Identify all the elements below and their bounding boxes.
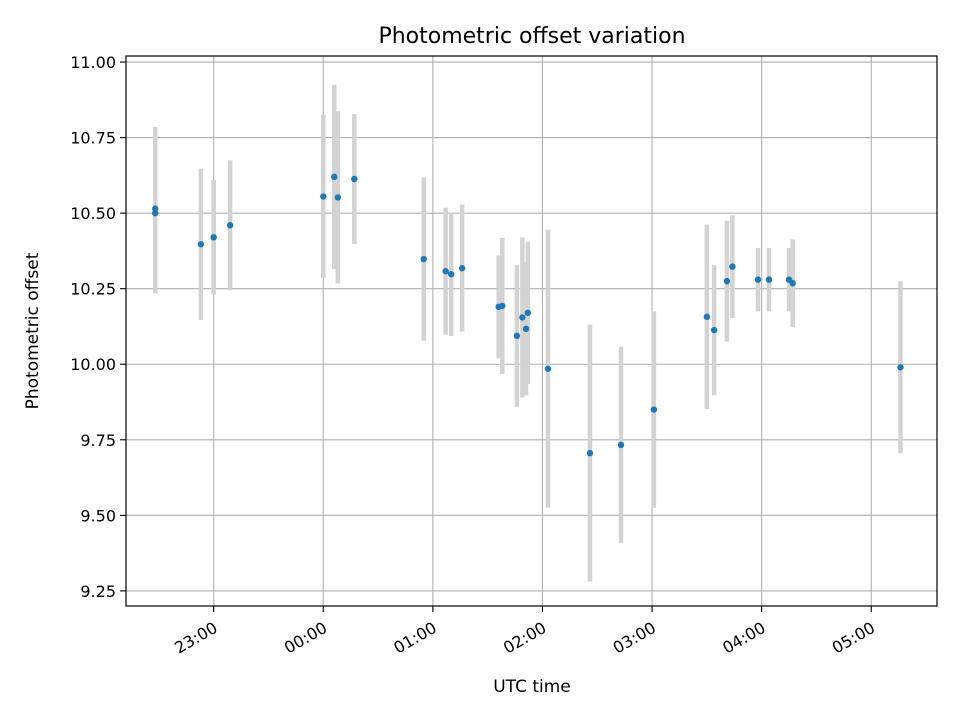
data-point (897, 364, 904, 371)
data-point (710, 326, 718, 334)
chart-title: Photometric offset variation (378, 24, 685, 49)
y-axis-label: Photometric offset (23, 252, 43, 409)
data-point (331, 173, 338, 181)
data-point (513, 332, 521, 340)
plot-frame (125, 55, 938, 607)
data-point (210, 234, 217, 241)
y-axis-ticks: 9.25 9.50 9.75 10.00 10.25 10.50 10.75 11.00 (70, 53, 126, 601)
data-point (152, 209, 159, 217)
data-point (442, 267, 449, 275)
data-point (351, 175, 358, 183)
data-point (499, 302, 506, 310)
data-point (729, 263, 736, 270)
data-point (519, 314, 526, 321)
y-tick-label: 11.00 (70, 53, 116, 72)
y-tick-label: 10.75 (70, 129, 116, 148)
data-point (703, 313, 711, 320)
y-tick-label: 10.50 (70, 204, 116, 223)
data-point (447, 270, 455, 278)
data-point (617, 441, 625, 449)
x-axis-label: UTC time (493, 677, 571, 697)
data-point (754, 276, 762, 283)
y-tick-label: 10.00 (70, 355, 116, 374)
data-point (586, 449, 594, 457)
data-point (522, 325, 530, 333)
data-point (723, 277, 731, 285)
data-points (152, 173, 904, 457)
data-point (334, 194, 342, 201)
y-tick-label: 10.25 (70, 280, 116, 299)
data-point (524, 309, 532, 317)
data-point (420, 255, 427, 263)
data-point (789, 280, 796, 287)
data-point (458, 264, 466, 272)
data-point (650, 406, 658, 413)
data-point (197, 241, 205, 248)
y-tick-label: 9.75 (80, 431, 116, 450)
y-tick-label: 9.25 (80, 582, 116, 601)
data-point (765, 276, 773, 283)
data-point (320, 193, 327, 200)
data-point (226, 222, 234, 229)
data-point (544, 365, 552, 372)
y-tick-label: 9.50 (80, 506, 116, 525)
data-point (152, 205, 159, 212)
